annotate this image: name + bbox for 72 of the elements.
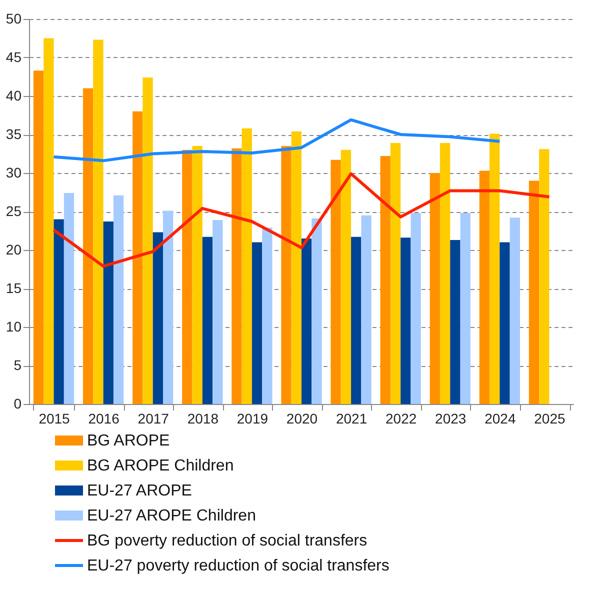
x-tick-label: 2020 (286, 410, 318, 426)
bar (361, 215, 372, 404)
bar (54, 219, 64, 404)
x-tick-label: 2025 (534, 410, 566, 426)
x-tick-label: 2018 (187, 410, 219, 426)
legend-label: BG AROPE (87, 432, 170, 450)
bar (490, 134, 500, 404)
bar (262, 228, 272, 404)
bar (460, 213, 470, 404)
bar (340, 150, 352, 404)
bar (152, 232, 164, 404)
bar (510, 218, 520, 404)
bar (430, 173, 440, 404)
bar (450, 240, 460, 404)
legend-label: BG AROPE Children (87, 458, 234, 474)
x-tick-label: 2016 (88, 410, 120, 426)
bar (132, 111, 143, 404)
bar (44, 38, 54, 404)
x-tick-label: 2015 (38, 410, 70, 426)
bar (64, 193, 74, 404)
bar (83, 88, 94, 404)
bar (142, 78, 153, 404)
legend-label: EU-27 poverty reduction of social transfers (87, 558, 390, 574)
bar (281, 146, 292, 404)
bar (390, 142, 401, 404)
y-tick-label: 50 (6, 10, 22, 26)
bar (252, 242, 262, 404)
bar (113, 195, 124, 404)
bar (380, 156, 390, 404)
x-tick-label: 2021 (336, 410, 368, 426)
y-tick-label: 45 (6, 49, 22, 65)
bar (528, 180, 540, 404)
y-tick-label: 10 (6, 318, 22, 334)
x-tick-label: 2017 (138, 410, 170, 426)
bar (440, 142, 450, 404)
bar (302, 238, 312, 404)
bar (192, 146, 202, 404)
x-tick-label: 2024 (484, 410, 516, 426)
bar (103, 222, 114, 404)
y-tick-label: 30 (6, 164, 22, 180)
bar (410, 213, 421, 404)
y-tick-label: 40 (6, 88, 22, 104)
legend-label: EU-27 AROPE Children (87, 508, 256, 524)
bar (232, 148, 242, 404)
line-series (52, 118, 502, 162)
bar (539, 149, 550, 404)
bar (400, 238, 411, 404)
y-tick-label: 0 (14, 396, 22, 412)
y-tick-label: 25 (6, 203, 22, 219)
legend-label: EU-27 AROPE (87, 482, 192, 500)
bar (242, 128, 252, 404)
bar (93, 40, 104, 404)
x-tick-label: 2023 (435, 410, 466, 426)
line-series (52, 172, 551, 268)
y-tick-label: 20 (6, 242, 22, 258)
legend-label: BG poverty reduction of social transfers (87, 532, 368, 550)
y-tick-label: 5 (14, 357, 22, 373)
x-tick-label: 2019 (236, 410, 268, 426)
bar (33, 70, 44, 404)
bar (312, 218, 322, 404)
y-tick-label: 35 (6, 126, 22, 142)
bar (163, 210, 174, 404)
bar (212, 220, 223, 404)
bar (182, 150, 192, 404)
bar (500, 242, 510, 404)
bar (479, 170, 490, 404)
x-tick-label: 2022 (386, 410, 417, 426)
bar (351, 236, 362, 404)
y-tick-label: 15 (6, 280, 22, 296)
bar (291, 131, 302, 404)
bar (330, 160, 341, 404)
bar (202, 236, 213, 404)
